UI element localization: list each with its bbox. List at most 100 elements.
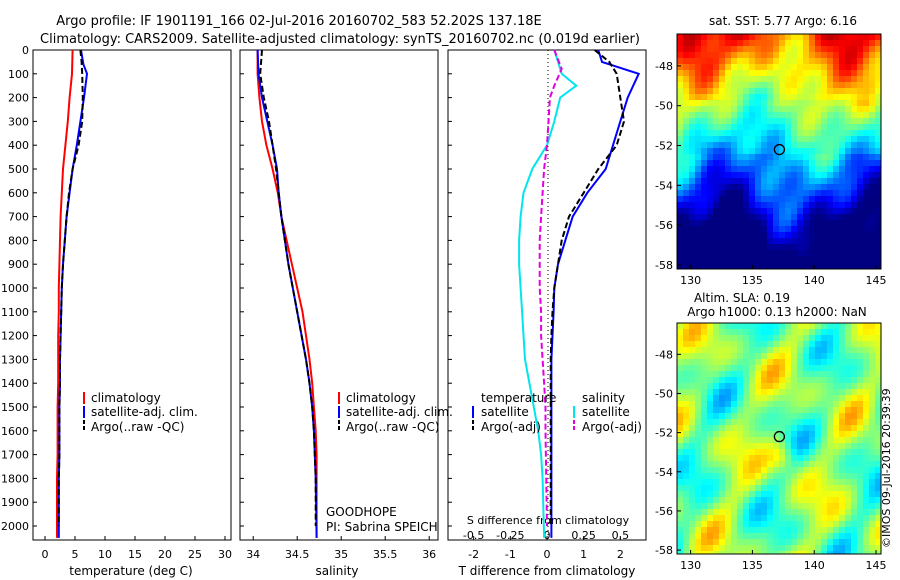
sst-cell bbox=[743, 154, 749, 160]
sst-cell bbox=[779, 190, 785, 196]
sla-cell bbox=[779, 497, 785, 503]
sst-cell bbox=[761, 214, 767, 220]
sst-cell bbox=[707, 130, 713, 136]
sla-cell bbox=[689, 461, 695, 467]
sst-cell bbox=[857, 172, 863, 178]
sla-cell bbox=[875, 551, 881, 554]
sst-cell bbox=[773, 166, 779, 172]
sst-cell bbox=[737, 238, 743, 244]
sla-cell bbox=[833, 545, 839, 551]
sla-cell bbox=[725, 371, 731, 377]
sla-cell bbox=[785, 407, 791, 413]
sla-cell bbox=[719, 365, 725, 371]
sst-cell bbox=[677, 34, 683, 40]
lon-tick-label: 145 bbox=[866, 274, 887, 287]
sst-cell bbox=[707, 124, 713, 130]
sla-cell bbox=[749, 455, 755, 461]
sla-cell bbox=[827, 389, 833, 395]
sla-cell bbox=[857, 485, 863, 491]
sst-cell bbox=[791, 196, 797, 202]
sla-cell bbox=[707, 551, 713, 554]
sst-cell bbox=[803, 238, 809, 244]
sla-cell bbox=[821, 455, 827, 461]
sla-cell bbox=[707, 539, 713, 545]
sla-cell bbox=[749, 527, 755, 533]
sst-cell bbox=[821, 88, 827, 94]
sst-cell bbox=[737, 52, 743, 58]
sla-cell bbox=[839, 461, 845, 467]
sst-cell bbox=[719, 238, 725, 244]
sst-cell bbox=[863, 262, 869, 268]
sla-cell bbox=[845, 383, 851, 389]
sla-cell bbox=[695, 353, 701, 359]
sla-cell bbox=[701, 491, 707, 497]
sla-cell bbox=[857, 545, 863, 551]
sst-cell bbox=[797, 196, 803, 202]
sst-cell bbox=[767, 136, 773, 142]
pi-label: PI: Sabrina SPEICH bbox=[326, 520, 438, 534]
sla-cell bbox=[755, 395, 761, 401]
sst-cell bbox=[731, 82, 737, 88]
sla-cell bbox=[731, 389, 737, 395]
sst-cell bbox=[749, 40, 755, 46]
sst-cell bbox=[767, 70, 773, 76]
sla-cell bbox=[701, 461, 707, 467]
sst-cell bbox=[773, 130, 779, 136]
sla-cell bbox=[719, 425, 725, 431]
sst-cell bbox=[791, 124, 797, 130]
sla-cell bbox=[797, 425, 803, 431]
sst-cell bbox=[785, 100, 791, 106]
sla-cell bbox=[713, 371, 719, 377]
sla-cell bbox=[785, 353, 791, 359]
sla-cell bbox=[851, 533, 857, 539]
sst-cell bbox=[743, 64, 749, 70]
sla-cell bbox=[743, 353, 749, 359]
sla-cell bbox=[803, 431, 809, 437]
sla-cell bbox=[809, 395, 815, 401]
sst-cell bbox=[839, 34, 845, 40]
sla-cell bbox=[713, 359, 719, 365]
sla-cell bbox=[833, 473, 839, 479]
legend-label-t-satellite: satellite bbox=[481, 405, 529, 419]
sst-cell bbox=[743, 208, 749, 214]
x-tick-label: 34 bbox=[246, 548, 260, 561]
sst-cell bbox=[737, 130, 743, 136]
sla-cell bbox=[779, 467, 785, 473]
sla-cell bbox=[869, 491, 875, 497]
sst-cell bbox=[683, 190, 689, 196]
sla-cell bbox=[803, 329, 809, 335]
sla-cell bbox=[725, 431, 731, 437]
sla-cell bbox=[737, 539, 743, 545]
sla-cell bbox=[761, 485, 767, 491]
sst-cell bbox=[839, 64, 845, 70]
sst-cell bbox=[815, 244, 821, 250]
sla-cell bbox=[719, 407, 725, 413]
sla-cell bbox=[677, 485, 683, 491]
sst-cell bbox=[707, 52, 713, 58]
sla-cell bbox=[743, 491, 749, 497]
sla-cell bbox=[767, 341, 773, 347]
sla-cell bbox=[701, 425, 707, 431]
sst-cell bbox=[707, 256, 713, 262]
sst-cell bbox=[845, 172, 851, 178]
sst-cell bbox=[737, 220, 743, 226]
sst-cell bbox=[737, 136, 743, 142]
sst-cell bbox=[689, 214, 695, 220]
sla-cell bbox=[695, 461, 701, 467]
sla-cell bbox=[689, 521, 695, 527]
sla-cell bbox=[773, 479, 779, 485]
sst-cell bbox=[815, 256, 821, 262]
sla-cell bbox=[683, 419, 689, 425]
sla-cell bbox=[713, 395, 719, 401]
sla-cell bbox=[851, 461, 857, 467]
sla-cell bbox=[869, 539, 875, 545]
sst-cell bbox=[839, 154, 845, 160]
project-label: GOODHOPE bbox=[326, 505, 397, 519]
sla-cell bbox=[845, 461, 851, 467]
sst-cell bbox=[773, 52, 779, 58]
sla-cell bbox=[785, 419, 791, 425]
sla-cell bbox=[725, 413, 731, 419]
sla-cell bbox=[821, 539, 827, 545]
sla-cell bbox=[851, 419, 857, 425]
x-tick-label: 0 bbox=[544, 548, 551, 561]
